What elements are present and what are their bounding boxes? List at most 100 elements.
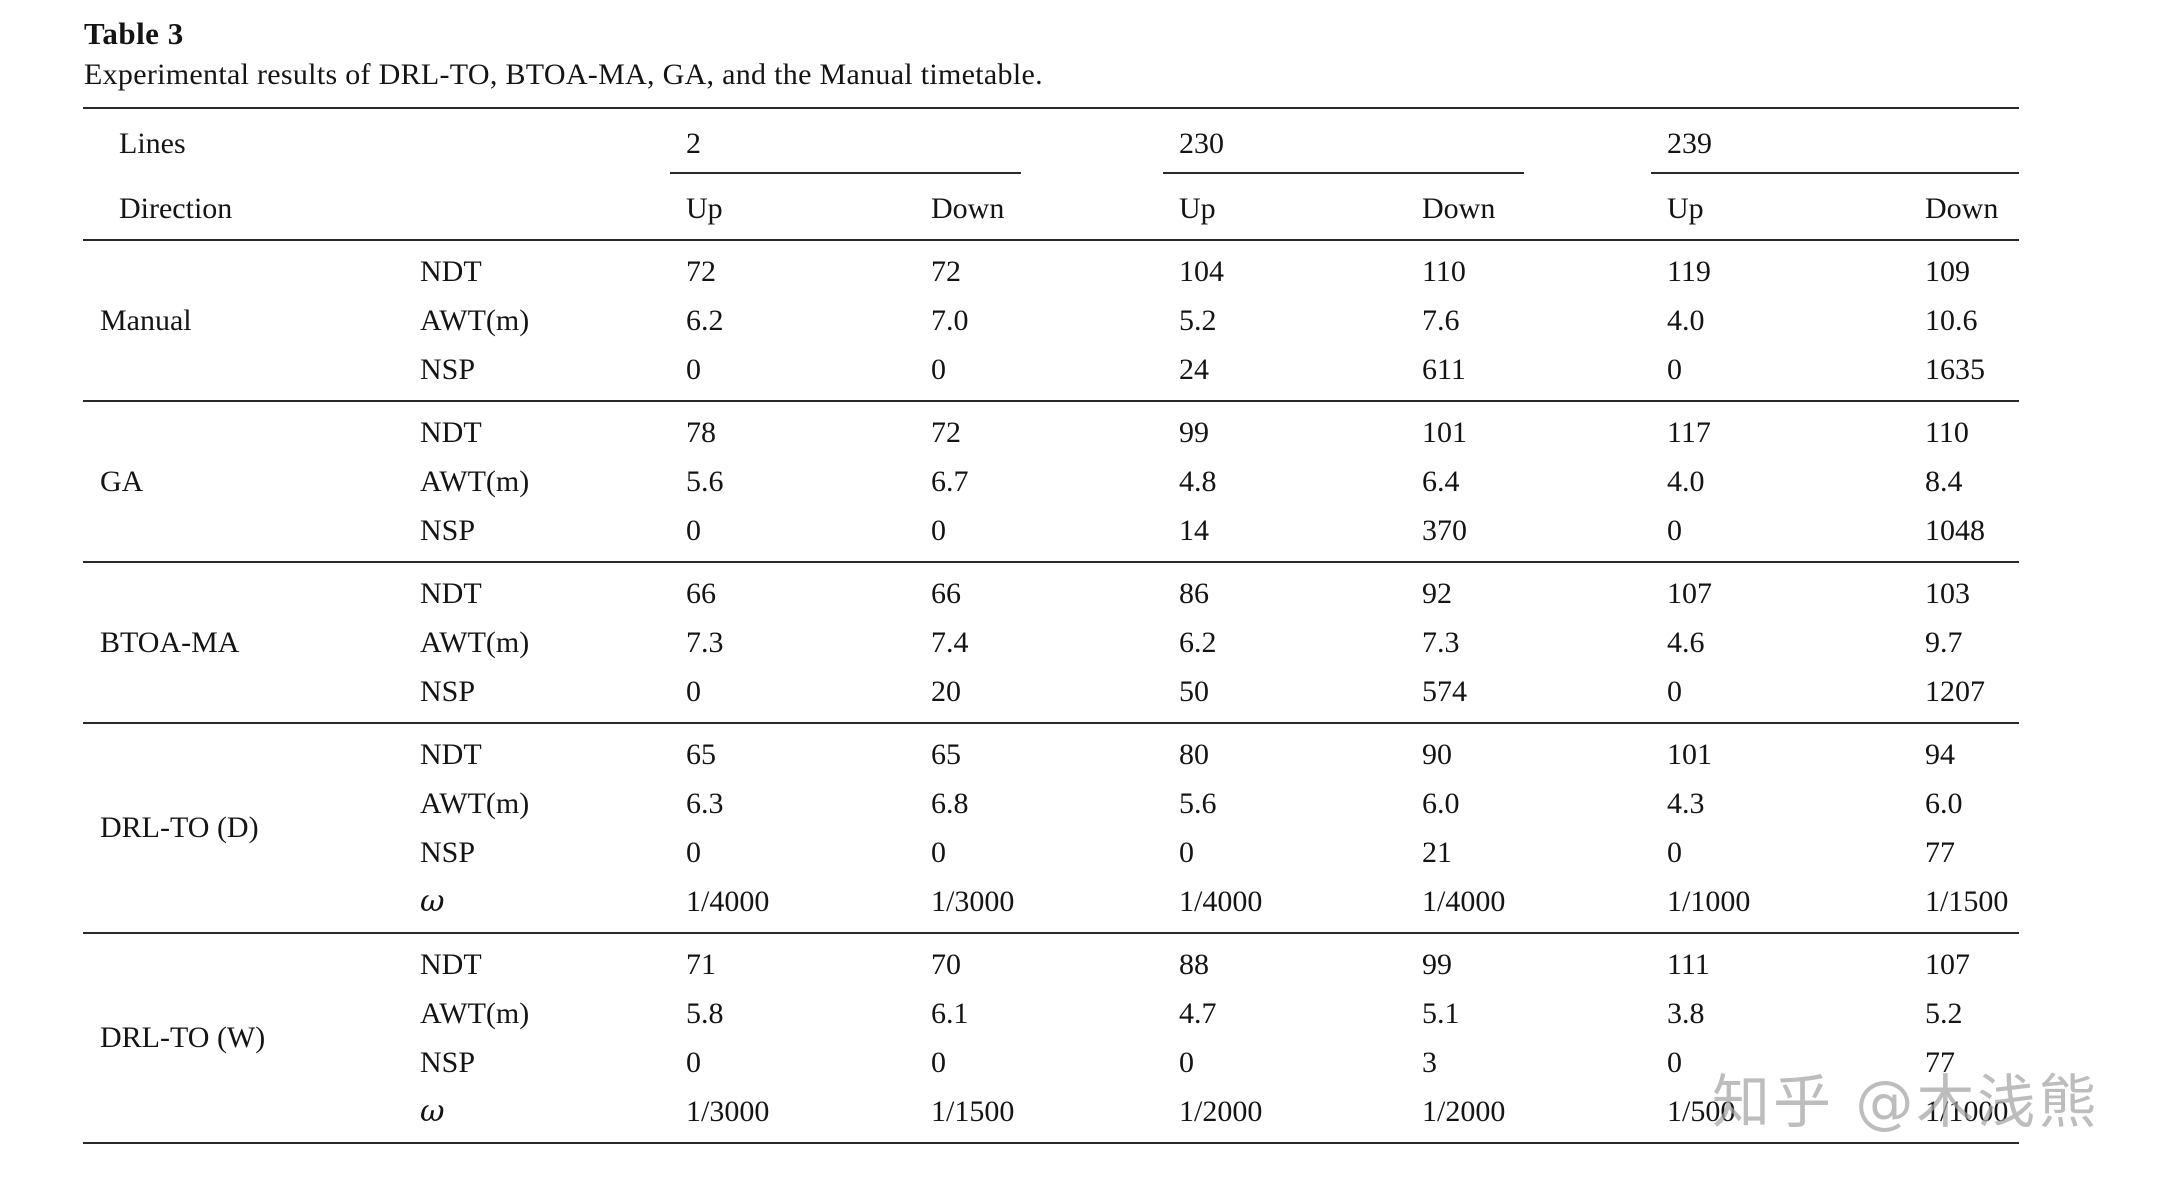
value-cell: 71 xyxy=(686,947,716,981)
metric-label: ω xyxy=(420,884,445,919)
value-cell: 6.0 xyxy=(1925,786,1963,820)
metric-label: NDT xyxy=(420,254,482,288)
metric-label: NDT xyxy=(420,737,482,771)
value-cell: 94 xyxy=(1925,737,1955,771)
metric-row: AWT(m) 6.2 7.0 5.2 7.6 4.0 10.6 xyxy=(408,296,2019,345)
method-rows: NDT 65 65 80 90 101 94 AWT(m) 6.3 6.8 5.6 6.0 4.3 6.0… xyxy=(408,730,2019,926)
value-cell: 9.7 xyxy=(1925,625,1963,659)
value-cell: 117 xyxy=(1667,415,1711,449)
value-cell: 65 xyxy=(686,737,716,771)
value-cell: 24 xyxy=(1179,352,1209,386)
metric-label: ω xyxy=(420,1094,445,1129)
value-cell: 99 xyxy=(1179,415,1209,449)
metric-label: NSP xyxy=(420,674,476,708)
value-cell: 6.8 xyxy=(931,786,969,820)
metric-label: AWT(m) xyxy=(420,996,530,1030)
metric-row: NSP 0 0 0 21 0 77 xyxy=(408,828,2019,877)
metric-row: NDT 66 66 86 92 107 103 xyxy=(408,569,2019,618)
value-cell: 107 xyxy=(1925,947,1970,981)
value-cell: 104 xyxy=(1179,254,1224,288)
value-cell: 107 xyxy=(1667,576,1712,610)
direction-header-row: Direction Up Down Up Down Up Down xyxy=(83,179,2019,241)
metric-label: AWT(m) xyxy=(420,303,530,337)
value-cell: 78 xyxy=(686,415,716,449)
value-cell: 10.6 xyxy=(1925,303,1978,337)
value-cell: 77 xyxy=(1925,835,1955,869)
value-cell: 4.3 xyxy=(1667,786,1705,820)
value-cell: 5.8 xyxy=(686,996,724,1030)
value-cell: 66 xyxy=(686,576,716,610)
value-cell: 6.0 xyxy=(1422,786,1460,820)
metric-row: ω 1/4000 1/3000 1/4000 1/4000 1/1000 1/1500 xyxy=(408,877,2019,926)
value-cell: 72 xyxy=(931,254,961,288)
value-cell: 0 xyxy=(931,352,946,386)
value-cell: 370 xyxy=(1422,513,1467,547)
metric-label: NDT xyxy=(420,576,482,610)
value-cell: 110 xyxy=(1422,254,1466,288)
value-cell: 5.6 xyxy=(686,464,724,498)
value-cell: 1/4000 xyxy=(1422,884,1506,918)
line-number-2: 2 xyxy=(686,127,701,160)
value-cell: 1/500 xyxy=(1667,1094,1736,1128)
value-cell: 1/1000 xyxy=(1925,1094,2009,1128)
value-cell: 3.8 xyxy=(1667,996,1705,1030)
table-caption: Experimental results of DRL-TO, BTOA-MA,… xyxy=(84,58,1043,91)
metric-row: NSP 0 0 0 3 0 77 xyxy=(408,1038,2019,1087)
value-cell: 5.2 xyxy=(1925,996,1963,1030)
value-cell: 77 xyxy=(1925,1045,1955,1079)
method-rows: NDT 71 70 88 99 111 107 AWT(m) 5.8 6.1 4.7 5.1 3.8 5.… xyxy=(408,940,2019,1136)
value-cell: 6.2 xyxy=(1179,625,1217,659)
value-cell: 1/3000 xyxy=(931,884,1015,918)
value-cell: 6.3 xyxy=(686,786,724,820)
metric-label: NDT xyxy=(420,415,482,449)
direction-up: Up xyxy=(1179,192,1216,225)
line-group-2: 2 xyxy=(670,109,1163,179)
value-cell: 0 xyxy=(1667,835,1682,869)
value-cell: 0 xyxy=(931,513,946,547)
value-cell: 14 xyxy=(1179,513,1209,547)
line-underline xyxy=(670,172,1021,174)
value-cell: 3 xyxy=(1422,1045,1437,1079)
line-underline xyxy=(1651,172,2019,174)
value-cell: 70 xyxy=(931,947,961,981)
metric-row: NSP 0 0 14 370 0 1048 xyxy=(408,506,2019,555)
metric-row: AWT(m) 5.8 6.1 4.7 5.1 3.8 5.2 xyxy=(408,989,2019,1038)
method-name: DRL-TO (D) xyxy=(100,811,259,844)
value-cell: 1/2000 xyxy=(1422,1094,1506,1128)
lines-header-row: Lines 2 230 239 xyxy=(83,109,2019,179)
value-cell: 0 xyxy=(1179,1045,1194,1079)
table-label: Table 3 xyxy=(84,16,184,51)
lines-label: Lines xyxy=(119,127,186,160)
value-cell: 0 xyxy=(1179,835,1194,869)
value-cell: 1/4000 xyxy=(1179,884,1263,918)
metric-row: AWT(m) 5.6 6.7 4.8 6.4 4.0 8.4 xyxy=(408,457,2019,506)
metric-row: NSP 0 20 50 574 0 1207 xyxy=(408,667,2019,716)
value-cell: 101 xyxy=(1422,415,1467,449)
value-cell: 119 xyxy=(1667,254,1711,288)
value-cell: 72 xyxy=(931,415,961,449)
value-cell: 109 xyxy=(1925,254,1970,288)
metric-row: NSP 0 0 24 611 0 1635 xyxy=(408,345,2019,394)
direction-down: Down xyxy=(931,192,1005,225)
value-cell: 6.1 xyxy=(931,996,969,1030)
value-cell: 66 xyxy=(931,576,961,610)
metric-row: NDT 71 70 88 99 111 107 xyxy=(408,940,2019,989)
value-cell: 88 xyxy=(1179,947,1209,981)
direction-label: Direction xyxy=(119,192,233,225)
value-cell: 0 xyxy=(686,674,701,708)
metric-row: AWT(m) 6.3 6.8 5.6 6.0 4.3 6.0 xyxy=(408,779,2019,828)
value-cell: 1207 xyxy=(1925,674,1985,708)
direction-down: Down xyxy=(1925,192,1999,225)
value-cell: 1/1000 xyxy=(1667,884,1751,918)
value-cell: 1/1500 xyxy=(931,1094,1015,1128)
metric-label: NSP xyxy=(420,1045,476,1079)
value-cell: 4.0 xyxy=(1667,303,1705,337)
value-cell: 0 xyxy=(686,352,701,386)
metric-row: NDT 78 72 99 101 117 110 xyxy=(408,408,2019,457)
value-cell: 1/1500 xyxy=(1925,884,2009,918)
value-cell: 20 xyxy=(931,674,961,708)
value-cell: 6.7 xyxy=(931,464,969,498)
method-rows: NDT 78 72 99 101 117 110 AWT(m) 5.6 6.7 4.8 6.4 4.0 8… xyxy=(408,408,2019,555)
value-cell: 4.8 xyxy=(1179,464,1217,498)
value-cell: 50 xyxy=(1179,674,1209,708)
